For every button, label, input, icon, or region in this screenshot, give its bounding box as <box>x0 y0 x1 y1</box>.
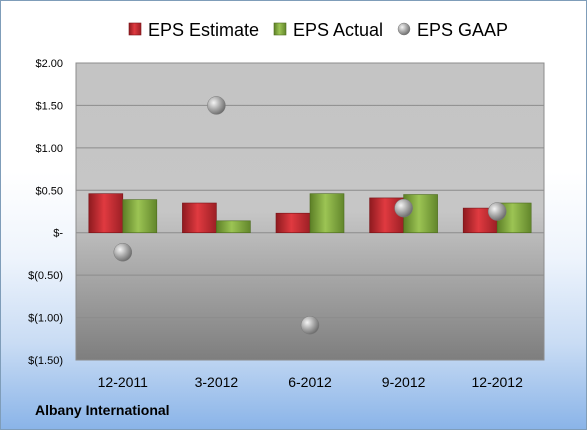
gaap-point <box>487 202 507 221</box>
x-tick-label: 3-2012 <box>195 374 239 390</box>
y-tick-label: $1.00 <box>35 143 63 155</box>
y-tick-label: $- <box>53 228 63 240</box>
actual-bar <box>122 199 158 234</box>
legend: EPS Estimate EPS Actual EPS GAAP <box>128 20 508 40</box>
x-tick-label: 9-2012 <box>382 374 426 390</box>
y-axis-ticks: $2.00 $1.50 $1.00 $0.50 $- $(0.50) $(1.00) $(1.… <box>28 58 63 367</box>
legend-swatch <box>397 22 411 36</box>
y-tick-label: $1.50 <box>35 100 63 112</box>
x-tick-label: 6-2012 <box>288 374 332 390</box>
gaap-points <box>113 96 507 335</box>
legend-swatch <box>273 22 287 36</box>
company-name: Albany International <box>35 402 170 418</box>
legend-label: EPS Actual <box>293 20 383 40</box>
y-tick-label: $(0.50) <box>28 270 63 282</box>
y-tick-label: $(1.00) <box>28 313 63 325</box>
y-tick-label: $2.00 <box>35 58 63 70</box>
x-tick-label: 12-2012 <box>472 374 524 390</box>
legend-swatch <box>128 22 142 36</box>
gaap-point <box>394 198 413 218</box>
actual-bar <box>216 220 251 234</box>
gaap-point <box>300 315 320 335</box>
x-axis-ticks: 12-2011 3-2012 6-2012 9-2012 12-2012 <box>98 374 523 390</box>
gaap-point <box>113 242 133 262</box>
x-tick-label: 12-2011 <box>98 374 149 390</box>
estimate-bar <box>88 193 124 234</box>
estimate-bar <box>275 212 311 234</box>
legend-label: EPS Estimate <box>148 20 259 40</box>
y-tick-label: $0.50 <box>35 185 63 197</box>
legend-label: EPS GAAP <box>417 20 508 40</box>
estimate-bar <box>182 202 217 234</box>
actual-bar <box>309 193 345 234</box>
y-tick-label: $(1.50) <box>28 355 63 367</box>
gaap-point <box>207 96 226 115</box>
